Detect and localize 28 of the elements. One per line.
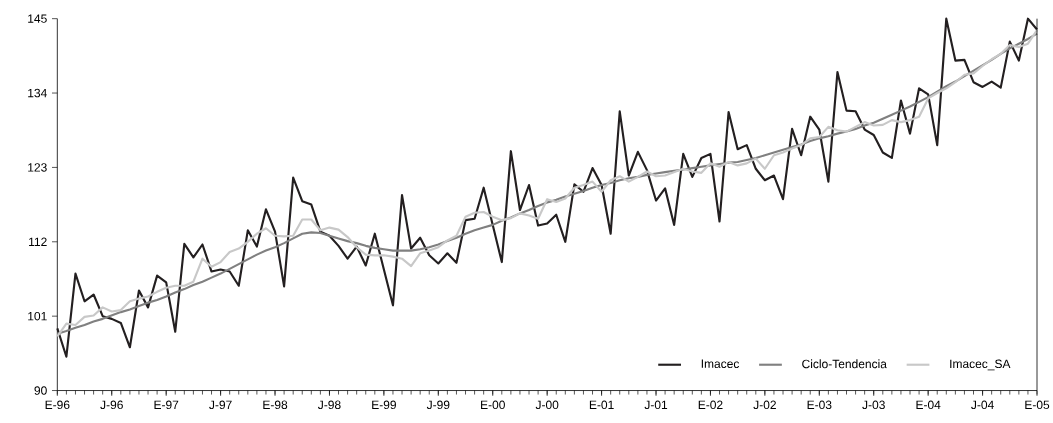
x-tick-label: E-97 xyxy=(154,400,179,410)
x-tick-label: E-96 xyxy=(45,400,70,410)
x-tick-label: J-96 xyxy=(100,400,123,410)
y-tick-label: 90 xyxy=(34,386,47,396)
legend-label: Imacec xyxy=(701,359,740,369)
x-tick-label: E-99 xyxy=(372,400,396,410)
x-tick-label: J-98 xyxy=(317,400,341,410)
x-tick-label: E-05 xyxy=(1025,400,1050,410)
y-tick-label: 101 xyxy=(28,312,47,321)
x-tick-label: E-98 xyxy=(263,400,288,410)
legend-label: Ciclo-Tendencia xyxy=(802,359,887,369)
x-tick-label: J-02 xyxy=(753,400,776,410)
x-tick-label: E-04 xyxy=(916,400,941,410)
x-tick-label: J-03 xyxy=(862,400,885,410)
x-tick-label: E-01 xyxy=(589,400,614,410)
x-tick-label: E-02 xyxy=(698,400,723,410)
y-tick-label: 134 xyxy=(28,89,47,98)
x-tick-label: J-00 xyxy=(535,400,559,410)
x-tick-label: E-03 xyxy=(807,400,832,410)
x-tick-label: J-97 xyxy=(209,400,232,410)
y-tick-label: 123 xyxy=(28,163,47,172)
y-tick-label: 112 xyxy=(29,237,47,247)
legend-label: Imacec_SA xyxy=(950,359,1011,371)
x-tick-label: J-01 xyxy=(644,400,668,410)
x-tick-label: J-99 xyxy=(426,400,450,410)
y-tick-label: 145 xyxy=(28,14,47,24)
x-tick-label: E-00 xyxy=(481,400,505,410)
x-tick-label: J-04 xyxy=(971,400,994,410)
